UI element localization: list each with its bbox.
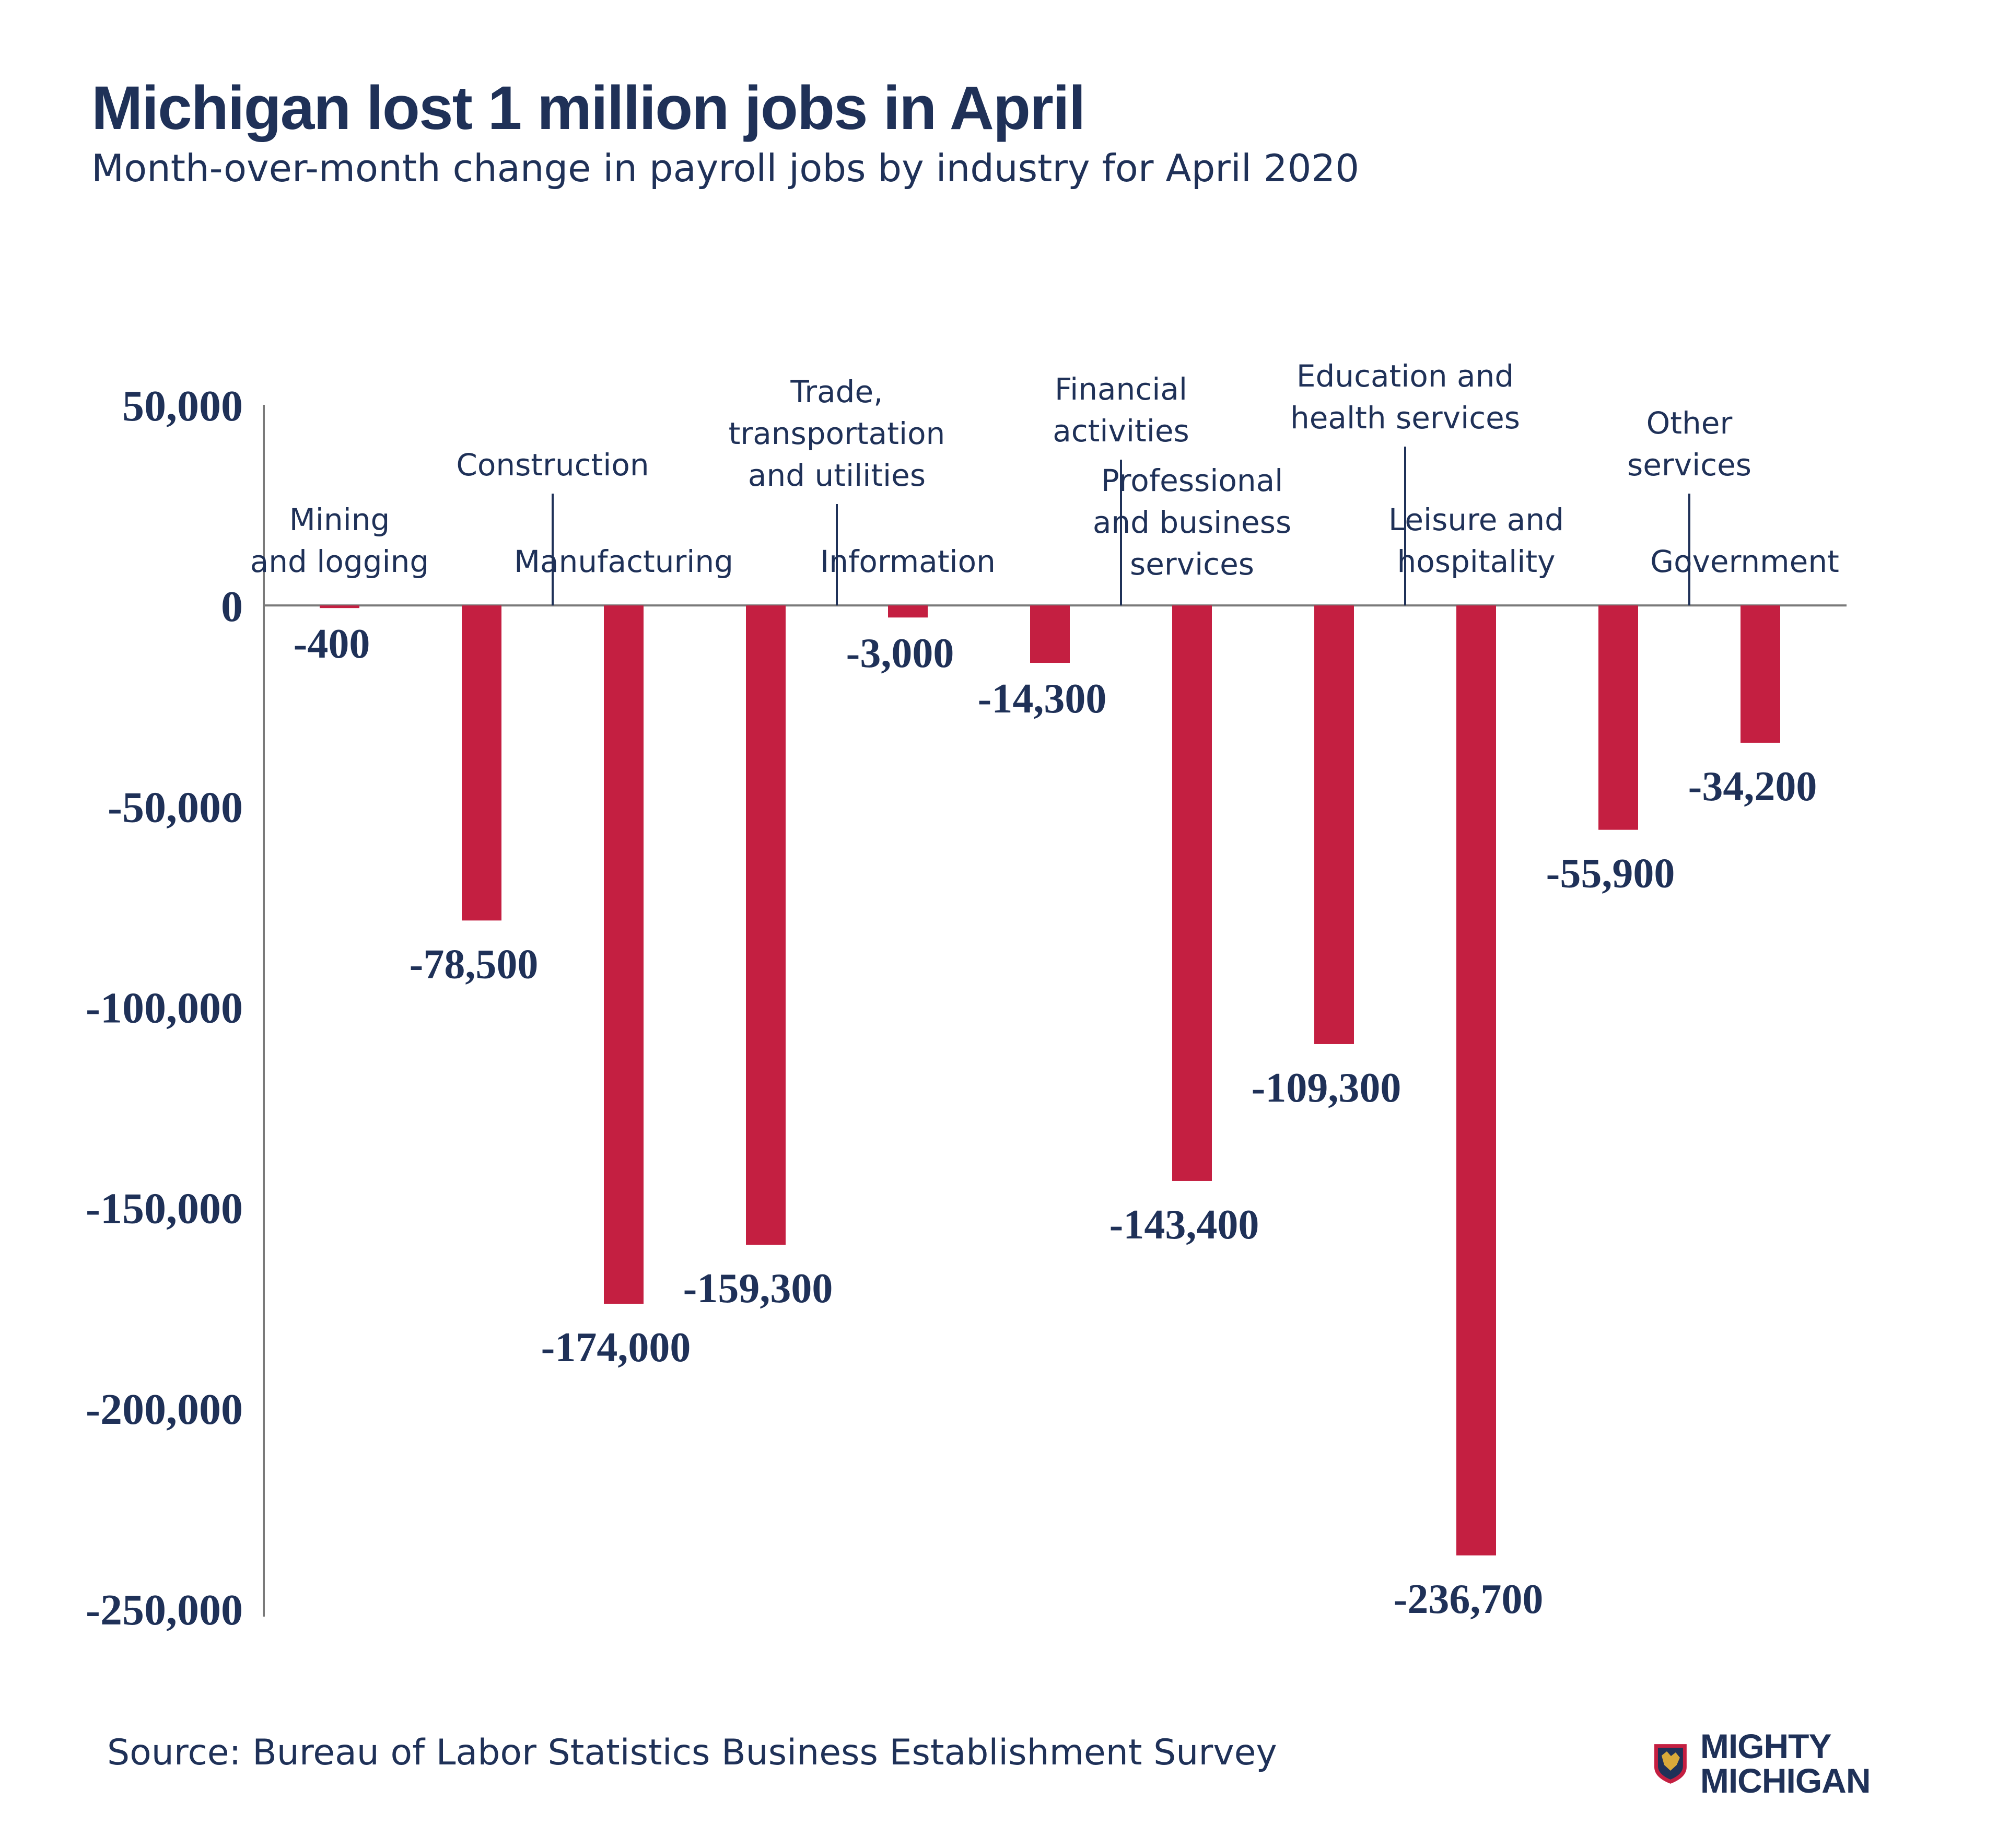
- category-label-line: Construction: [456, 447, 649, 483]
- bar: [320, 605, 359, 609]
- bar-value-label: -55,900: [1546, 851, 1675, 897]
- brand-logo: MIGHTY MICHIGAN: [1652, 1729, 2009, 1798]
- bar: [1030, 605, 1070, 663]
- category-label-line: services: [1130, 546, 1254, 582]
- y-tick-label: -100,000: [86, 984, 243, 1033]
- category-label-line: health services: [1290, 400, 1520, 436]
- category-label: Education and health services: [1290, 358, 1520, 436]
- chart-labels: 50,000 0 -50,000 -100,000 -150,000 -200,000 -2…: [86, 358, 1839, 1634]
- category-label-line: transportation: [729, 416, 945, 451]
- bar: [888, 605, 928, 618]
- y-tick-label: -150,000: [86, 1185, 243, 1233]
- bar-value-label: -174,000: [541, 1325, 691, 1371]
- bar-value-label: -400: [294, 621, 370, 667]
- bar-value-label: -34,200: [1688, 764, 1817, 810]
- bar-value-label: -159,300: [683, 1266, 833, 1312]
- category-label-line: Leisure and: [1388, 502, 1564, 537]
- category-label-line: Mining: [289, 502, 390, 537]
- y-tick-label: -250,000: [86, 1586, 243, 1634]
- category-label: Financial activities: [1053, 371, 1189, 449]
- bar-value-label: -3,000: [846, 630, 954, 676]
- chart-title: Michigan lost 1 million jobs in April: [91, 74, 1086, 143]
- category-label: Leisure and hospitality: [1388, 502, 1564, 579]
- category-label-line: Other: [1646, 405, 1733, 441]
- bar: [1741, 605, 1780, 743]
- chart-bars: [320, 605, 1780, 1555]
- bar-value-label: -14,300: [978, 676, 1107, 722]
- bar: [1598, 605, 1638, 830]
- chart-axes: [263, 405, 1847, 1617]
- y-tick-label: -200,000: [86, 1385, 243, 1434]
- bar-value-label: -78,500: [410, 941, 539, 987]
- bar: [1172, 605, 1212, 1181]
- shield-icon: [1654, 1744, 1687, 1784]
- category-label: Professional and business services: [1093, 463, 1291, 582]
- category-label-line: Manufacturing: [514, 544, 733, 579]
- category-label: Trade, transportation and utilities: [729, 374, 945, 493]
- bar-value-label: -109,300: [1252, 1065, 1401, 1111]
- category-label-line: Trade,: [790, 374, 883, 410]
- category-label: Other services: [1627, 405, 1751, 483]
- category-label-line: Government: [1650, 544, 1839, 579]
- category-label-line: hospitality: [1397, 544, 1556, 579]
- category-label-line: Education and: [1296, 358, 1514, 394]
- y-tick-label: -50,000: [108, 783, 243, 832]
- bar: [604, 605, 644, 1304]
- category-label-line: and business: [1093, 505, 1291, 540]
- category-label: Construction: [456, 447, 649, 483]
- bar: [462, 605, 501, 921]
- category-label: Mining and logging: [250, 502, 429, 579]
- category-label: Information: [820, 544, 996, 579]
- category-label-line: and utilities: [748, 458, 926, 493]
- y-tick-label: 0: [221, 582, 243, 631]
- bar-value-label: -143,400: [1109, 1202, 1259, 1248]
- y-tick-label: 50,000: [122, 382, 243, 430]
- source-note: Source: Bureau of Labor Statistics Busin…: [107, 1732, 1277, 1773]
- bar: [746, 605, 786, 1245]
- category-label-line: Financial: [1055, 371, 1187, 407]
- brand-name: MIGHTY MICHIGAN: [1700, 1727, 1871, 1800]
- bar: [1456, 605, 1496, 1555]
- category-label-line: and logging: [250, 544, 429, 579]
- category-label-line: services: [1627, 447, 1751, 483]
- bar: [1314, 605, 1354, 1044]
- category-label-line: Information: [820, 544, 996, 579]
- category-label-line: Professional: [1101, 463, 1283, 498]
- bar-value-label: -236,700: [1394, 1576, 1544, 1622]
- category-label: Government: [1650, 544, 1839, 579]
- category-label-line: activities: [1053, 413, 1189, 449]
- chart-subtitle: Month-over-month change in payroll jobs …: [91, 146, 1360, 190]
- category-label: Manufacturing: [514, 544, 733, 579]
